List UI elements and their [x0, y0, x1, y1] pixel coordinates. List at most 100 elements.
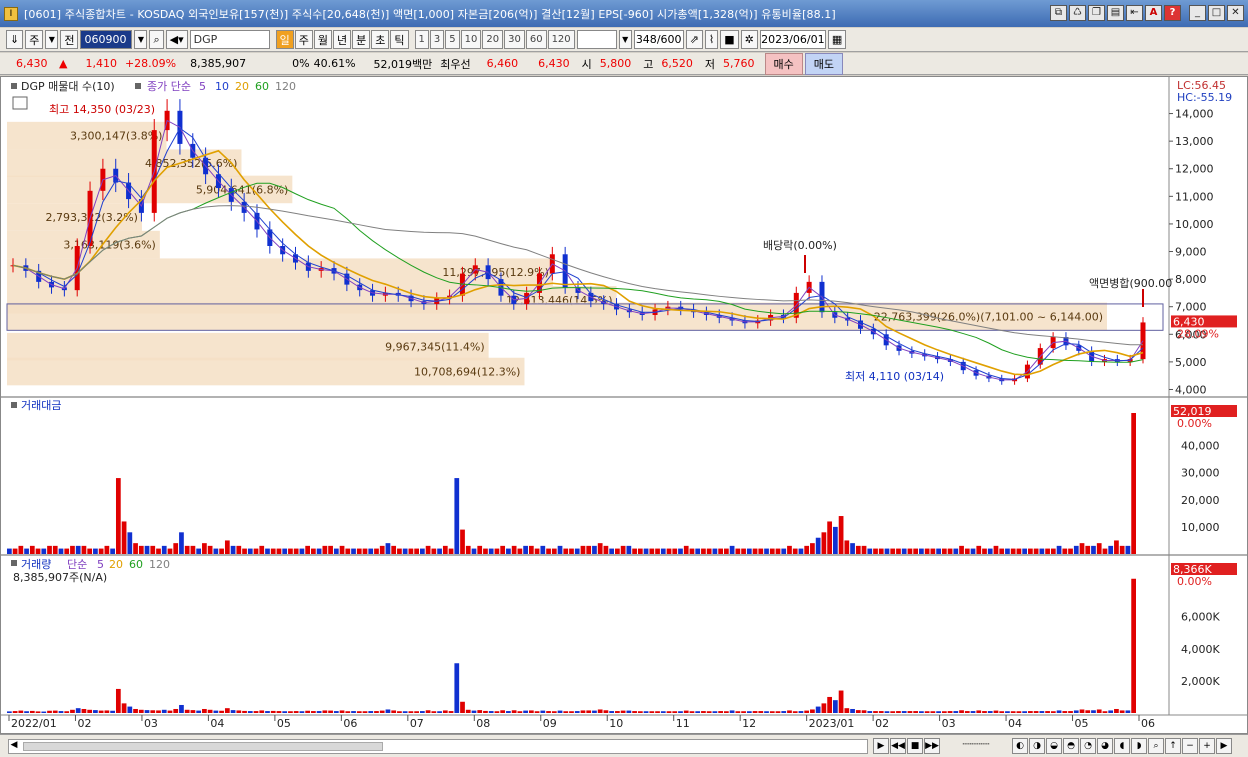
indicator-icon[interactable]: ⌇ — [704, 30, 719, 49]
zoom-slider[interactable]: ┄┄┄┄┄ — [941, 738, 1011, 754]
count-total: /600 — [656, 33, 682, 46]
forward-icon[interactable]: ▶▶ — [924, 738, 940, 754]
volume-bar — [385, 709, 391, 713]
chevron-down-icon[interactable]: ▼ — [45, 30, 59, 49]
toggle-icon-6[interactable]: ◕ — [1097, 738, 1113, 754]
search-icon[interactable]: ⌕ — [149, 30, 164, 49]
chart-svg[interactable]: 14,000 13,000 12,000 11,000 10,000 9,000 8,000… — [1, 77, 1247, 733]
speaker-icon[interactable]: ◀▾ — [165, 30, 188, 49]
tab-interval-1[interactable]: 1 — [414, 30, 429, 49]
volume-bar — [637, 711, 643, 713]
amount-bar — [12, 548, 18, 554]
tab-period-년[interactable]: 년 — [333, 30, 352, 49]
tab-period-분[interactable]: 분 — [352, 30, 371, 49]
volume-bar — [1091, 710, 1096, 713]
scroll-left-icon[interactable]: ◀ — [10, 740, 18, 750]
toggle-icon-7[interactable]: ◖ — [1114, 738, 1130, 754]
volume-bar — [592, 710, 597, 713]
toggle-icon-8[interactable]: ◗ — [1131, 738, 1147, 754]
amount-bar — [1119, 545, 1125, 554]
volume-bar — [494, 711, 500, 713]
copy-window-icon[interactable]: ❐ — [1088, 5, 1105, 21]
count-input[interactable]: 348/600 — [633, 30, 684, 49]
volume-legend-item: 단순 — [67, 558, 87, 571]
tab-interval-5[interactable]: 5 — [445, 30, 460, 49]
zoom-in-icon[interactable]: + — [1199, 738, 1215, 754]
tab-interval-3[interactable]: 3 — [429, 30, 445, 49]
x-tick-label: 02 — [77, 717, 91, 730]
x-tick-label: 07 — [410, 717, 424, 730]
tab-period-월[interactable]: 월 — [313, 30, 332, 49]
stop-icon[interactable]: ■ — [907, 738, 923, 754]
amount-bar — [821, 532, 827, 554]
amount-bar — [1005, 548, 1010, 554]
volume-bar — [29, 710, 35, 713]
toggle-icon-2[interactable]: ◑ — [1029, 738, 1045, 754]
scroll-thumb[interactable] — [23, 742, 383, 751]
volume-bar — [379, 710, 385, 713]
date-input[interactable]: 2023/06/01 — [759, 30, 826, 49]
rewind-icon[interactable]: ◀◀ — [890, 738, 906, 754]
save-icon[interactable]: ■ — [720, 30, 739, 49]
help-icon[interactable]: ? — [1164, 5, 1181, 21]
amount-bar — [121, 521, 127, 554]
stock-dialog-icon[interactable]: ⇓ — [6, 30, 24, 49]
zoom-search-icon[interactable]: ⌕ — [1148, 738, 1164, 754]
amount-bar — [724, 548, 729, 554]
dividend-annotation: 배당락(0.00%) — [763, 239, 837, 252]
tab-period-초[interactable]: 초 — [371, 30, 390, 49]
high-price: 6,520 — [661, 57, 693, 70]
volume-bar — [563, 711, 569, 713]
minimize-icon[interactable]: _ — [1189, 5, 1206, 21]
interval-dropdown-icon[interactable]: ▼ — [618, 30, 632, 49]
play-icon[interactable]: ▶ — [873, 738, 889, 754]
tab-period-일[interactable]: 일 — [275, 30, 294, 49]
pin-icon[interactable]: ⇤ — [1126, 5, 1143, 21]
draw-tool-icon[interactable]: ⇗ — [685, 30, 703, 49]
amount-bar — [270, 548, 276, 554]
stock-code-input[interactable]: 060900 — [80, 30, 133, 49]
toggle-icon-1[interactable]: ◐ — [1012, 738, 1028, 754]
print-icon[interactable]: ▤ — [1107, 5, 1124, 21]
volume-bar — [1062, 711, 1068, 713]
tab-interval-10[interactable]: 10 — [460, 30, 482, 49]
toggle-icon-4[interactable]: ◓ — [1063, 738, 1079, 754]
y-tick-label: 10,000 — [1181, 521, 1220, 534]
close-icon[interactable]: ✕ — [1227, 5, 1244, 21]
tab-interval-60[interactable]: 60 — [525, 30, 547, 49]
tab-period-주[interactable]: 주 — [294, 30, 313, 49]
tab-interval-120[interactable]: 120 — [547, 30, 575, 49]
toggle-icon-3[interactable]: ◒ — [1046, 738, 1062, 754]
ma-legend-item: 종가 단순 — [147, 80, 191, 93]
market-select[interactable]: 주 — [25, 30, 44, 49]
settings-icon[interactable]: ✲ — [740, 30, 758, 49]
interval-input[interactable] — [576, 30, 617, 49]
maximize-icon[interactable]: □ — [1208, 5, 1225, 21]
amount-bar — [138, 545, 144, 554]
x-tick-label: 2022/01 — [11, 717, 57, 730]
tab-interval-20[interactable]: 20 — [482, 30, 504, 49]
buy-button[interactable]: 매수 — [764, 52, 803, 75]
zoom-out-icon[interactable]: − — [1182, 738, 1198, 754]
sell-button[interactable]: 매도 — [804, 52, 844, 75]
tab-interval-30[interactable]: 30 — [504, 30, 525, 49]
code-dropdown-icon[interactable]: ▼ — [134, 30, 148, 49]
link-icon[interactable]: ⧉ — [1050, 5, 1067, 21]
horizontal-scrollbar[interactable]: ◀ — [8, 739, 868, 754]
calendar-icon[interactable]: ▦ — [827, 30, 847, 49]
amount-bar — [976, 545, 982, 554]
amount-bar — [1039, 548, 1045, 554]
volume-bar — [574, 711, 580, 713]
amount-bar — [827, 521, 832, 554]
sync-icon[interactable]: ♺ — [1069, 5, 1086, 21]
ma-legend-item: 60 — [255, 80, 269, 93]
toggle-icon-5[interactable]: ◔ — [1080, 738, 1096, 754]
amount-bar — [1085, 545, 1091, 554]
tab-period-틱[interactable]: 틱 — [390, 30, 409, 49]
ma60-line — [12, 182, 1144, 363]
next-icon[interactable]: ▶ — [1216, 738, 1232, 754]
arrow-up-icon[interactable]: ↑ — [1165, 738, 1181, 754]
chart-area[interactable]: 14,000 13,000 12,000 11,000 10,000 9,000 8,000… — [0, 76, 1248, 734]
font-icon[interactable]: A — [1145, 5, 1162, 21]
prev-button[interactable]: 전 — [60, 30, 79, 49]
